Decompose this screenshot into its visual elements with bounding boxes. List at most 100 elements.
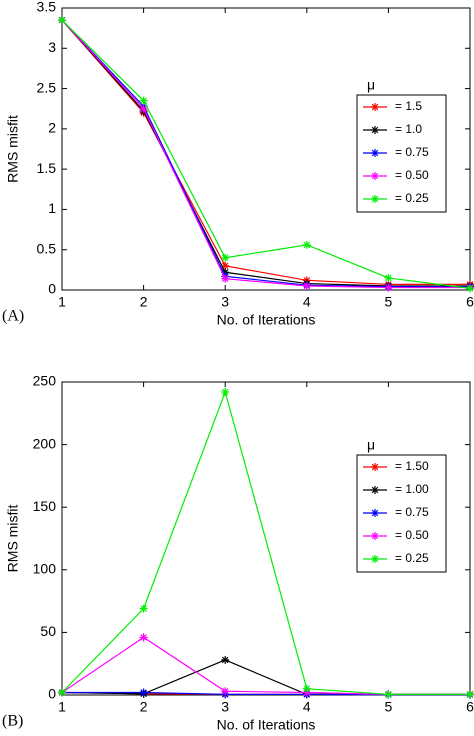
x-tick-label: 6: [466, 699, 474, 715]
y-tick-label: 100: [33, 561, 57, 577]
x-tick-label: 4: [303, 699, 311, 715]
legend-marker: [371, 126, 379, 134]
marker-stroke: [303, 685, 311, 692]
marker-stroke: [371, 126, 379, 134]
x-tick-label: 1: [58, 699, 66, 715]
marker-stroke: [140, 634, 147, 641]
y-tick-label: 250: [33, 373, 57, 389]
x-tick-label: 6: [466, 294, 474, 310]
data-point: [139, 633, 148, 642]
marker-stroke: [371, 172, 379, 180]
legend-marker: [371, 463, 379, 471]
marker-stroke: [371, 486, 379, 494]
legend-label: = 1.00: [395, 482, 429, 496]
y-tick-label: 2.5: [37, 79, 57, 95]
marker-stroke: [58, 16, 66, 24]
data-point: [221, 388, 230, 397]
legend-marker: [371, 149, 379, 157]
marker-stroke: [371, 195, 379, 203]
x-tick-label: 5: [385, 294, 393, 310]
panel-label: (A): [2, 308, 24, 325]
marker-stroke: [371, 103, 379, 111]
series-line: [61, 390, 470, 695]
legend-label: = 0.25: [395, 551, 429, 565]
data-point: [466, 690, 474, 699]
marker-stroke: [466, 691, 474, 698]
y-tick-label: 50: [40, 623, 56, 639]
marker-stroke: [221, 254, 229, 261]
series-line: [61, 19, 470, 287]
x-tick-label: 2: [140, 294, 148, 310]
y-axis-label: RMS misfit: [5, 115, 21, 183]
legend-label: = 0.50: [395, 168, 429, 182]
marker-stroke: [221, 275, 229, 282]
x-axis-label: No. of Iterations: [217, 717, 316, 733]
data-point: [139, 104, 148, 113]
data-point: [384, 283, 393, 292]
data-point: [221, 655, 230, 664]
x-tick-label: 5: [385, 699, 393, 715]
marker-stroke: [221, 688, 229, 695]
data-point: [58, 16, 66, 25]
x-tick-label: 2: [140, 699, 148, 715]
legend-label: = 0.25: [395, 191, 429, 205]
data-point: [221, 687, 230, 696]
data-point: [466, 284, 474, 293]
y-tick-label: 0: [48, 281, 56, 297]
data-point: [221, 253, 230, 262]
legend-label: = 0.75: [395, 505, 429, 519]
legend-label: = 1.5: [395, 99, 422, 113]
legend-marker: [371, 172, 379, 180]
marker-stroke: [371, 149, 379, 157]
marker-stroke: [58, 689, 66, 696]
data-point: [302, 684, 311, 693]
y-tick-label: 3.5: [37, 0, 57, 15]
legend-title: μ: [367, 437, 375, 453]
legend-marker: [371, 509, 379, 517]
y-tick-label: 200: [33, 435, 57, 451]
data-point: [139, 604, 148, 613]
y-tick-label: 1.5: [37, 160, 57, 176]
y-axis-label: RMS misfit: [5, 505, 21, 573]
marker-stroke: [140, 105, 147, 112]
legend-label: = 0.50: [395, 528, 429, 542]
y-tick-label: 0: [48, 686, 56, 702]
marker-stroke: [371, 532, 379, 540]
legend-marker: [371, 195, 379, 203]
marker-stroke: [221, 388, 229, 396]
legend-label: = 1.50: [395, 459, 429, 473]
y-tick-label: 0.5: [37, 240, 57, 256]
series-line: [61, 19, 470, 289]
data-point: [302, 240, 311, 249]
legend-label: = 0.75: [395, 145, 429, 159]
series-line: [61, 659, 470, 695]
legend-marker: [371, 532, 379, 540]
data-point: [139, 688, 148, 697]
marker-stroke: [385, 691, 392, 698]
y-tick-label: 3: [48, 39, 56, 55]
y-tick-label: 1: [48, 200, 56, 216]
y-tick-label: 150: [33, 498, 57, 514]
data-point: [221, 274, 230, 283]
marker-stroke: [140, 689, 147, 696]
legend-marker: [371, 555, 379, 563]
marker-stroke: [303, 241, 311, 249]
marker-stroke: [140, 97, 147, 104]
panel-label: (B): [2, 713, 23, 730]
marker-stroke: [221, 656, 229, 664]
data-point: [384, 690, 393, 699]
marker-stroke: [371, 555, 379, 563]
marker-stroke: [371, 509, 379, 517]
x-tick-label: 4: [303, 294, 311, 310]
data-point: [302, 281, 311, 290]
plot-frame: [61, 7, 471, 291]
x-tick-label: 3: [221, 294, 229, 310]
series-line: [61, 19, 471, 289]
marker-stroke: [140, 605, 147, 612]
marker-stroke: [385, 274, 392, 282]
data-point: [58, 688, 66, 697]
legend-title: μ: [367, 77, 375, 93]
legend-label: = 1.0: [395, 122, 422, 136]
legend-marker: [371, 103, 379, 111]
